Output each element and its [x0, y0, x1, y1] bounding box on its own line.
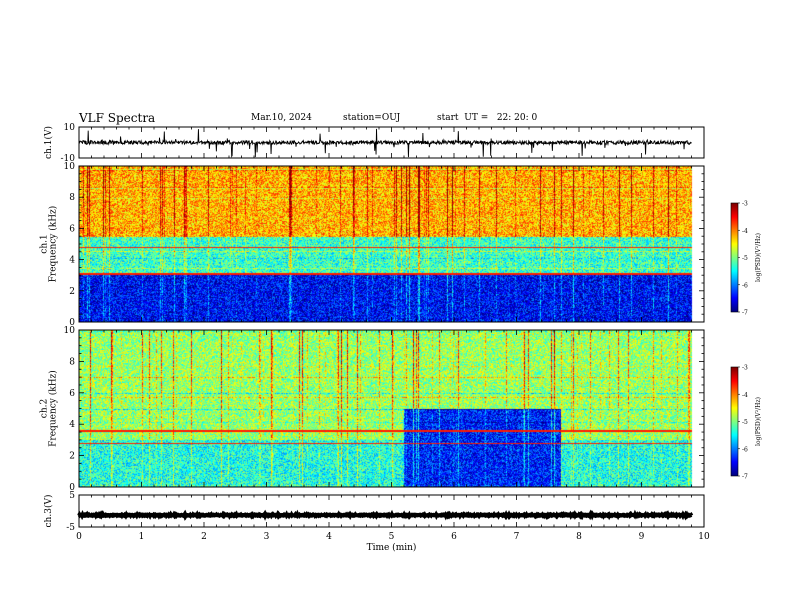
- colorbar-tick-label: -5: [742, 419, 748, 426]
- ch3-waveform-line: [77, 509, 694, 521]
- y-tick-label: 4: [69, 420, 75, 430]
- y-axis-label: ch.2: [40, 399, 50, 418]
- x-tick-label: 10: [698, 532, 710, 542]
- colorbar: [731, 367, 738, 476]
- y-tick-label: 6: [69, 224, 75, 234]
- x-tick-label: 1: [139, 532, 145, 542]
- y-tick-label: -10: [61, 154, 76, 164]
- y-tick-label: 10: [64, 162, 76, 172]
- colorbar-tick-label: -6: [742, 282, 748, 289]
- colorbar-tick-label: -4: [742, 228, 748, 235]
- ch1-spectrogram: [79, 166, 704, 322]
- y-tick-label: 10: [64, 123, 76, 133]
- colorbar-label: log(PSD)(V²/Hz): [755, 397, 762, 446]
- x-tick-label: 2: [201, 532, 207, 542]
- x-tick-label: 4: [326, 532, 332, 542]
- colorbar-tick-label: -6: [742, 446, 748, 453]
- y-axis-label: Frequency (kHz): [48, 370, 59, 447]
- colorbar-tick-label: -4: [742, 392, 748, 399]
- y-tick-label: 0: [69, 318, 75, 328]
- colorbar-label: log(PSD)(V²/Hz): [755, 233, 762, 282]
- y-axis-label: ch.1(V): [43, 126, 54, 159]
- ch2-spectrogram: [79, 330, 704, 487]
- y-axis-label: ch.3(V): [43, 495, 54, 528]
- x-tick-label: 7: [514, 532, 520, 542]
- y-tick-label: 2: [69, 452, 75, 462]
- y-tick-label: 10: [64, 326, 76, 336]
- x-tick-label: 9: [639, 532, 645, 542]
- chart-title: VLF Spectra: [79, 111, 156, 125]
- colorbar-tick-label: -7: [742, 474, 748, 481]
- y-axis-label: Frequency (kHz): [48, 206, 59, 283]
- y-tick-label: 5: [69, 491, 75, 501]
- colorbar-tick-label: -5: [742, 255, 748, 262]
- x-tick-label: 8: [576, 532, 582, 542]
- station-label: station=OUJ: [343, 113, 401, 123]
- colorbar-tick-label: -3: [742, 201, 748, 208]
- y-tick-label: 8: [69, 193, 75, 203]
- x-tick-label: 6: [451, 532, 457, 542]
- y-tick-label: 6: [69, 389, 75, 399]
- x-tick-label: 0: [76, 532, 82, 542]
- date-label: Mar.10, 2024: [251, 113, 312, 123]
- colorbar-tick-label: -3: [742, 365, 748, 372]
- y-tick-label: 0: [69, 483, 75, 493]
- y-axis-label: ch.1: [40, 234, 50, 253]
- y-tick-label: 2: [69, 287, 75, 297]
- ch1-waveform-line: [78, 128, 692, 158]
- start-time-label: start UT = 22: 20: 0: [437, 113, 538, 123]
- y-tick-label: 8: [69, 357, 75, 367]
- x-tick-label: 5: [389, 532, 395, 542]
- y-tick-label: -5: [66, 523, 75, 533]
- x-tick-label: 3: [264, 532, 270, 542]
- colorbar: [731, 203, 738, 312]
- y-tick-label: 4: [69, 256, 75, 266]
- x-axis-label: Time (min): [367, 542, 417, 553]
- colorbar-tick-label: -7: [742, 310, 748, 317]
